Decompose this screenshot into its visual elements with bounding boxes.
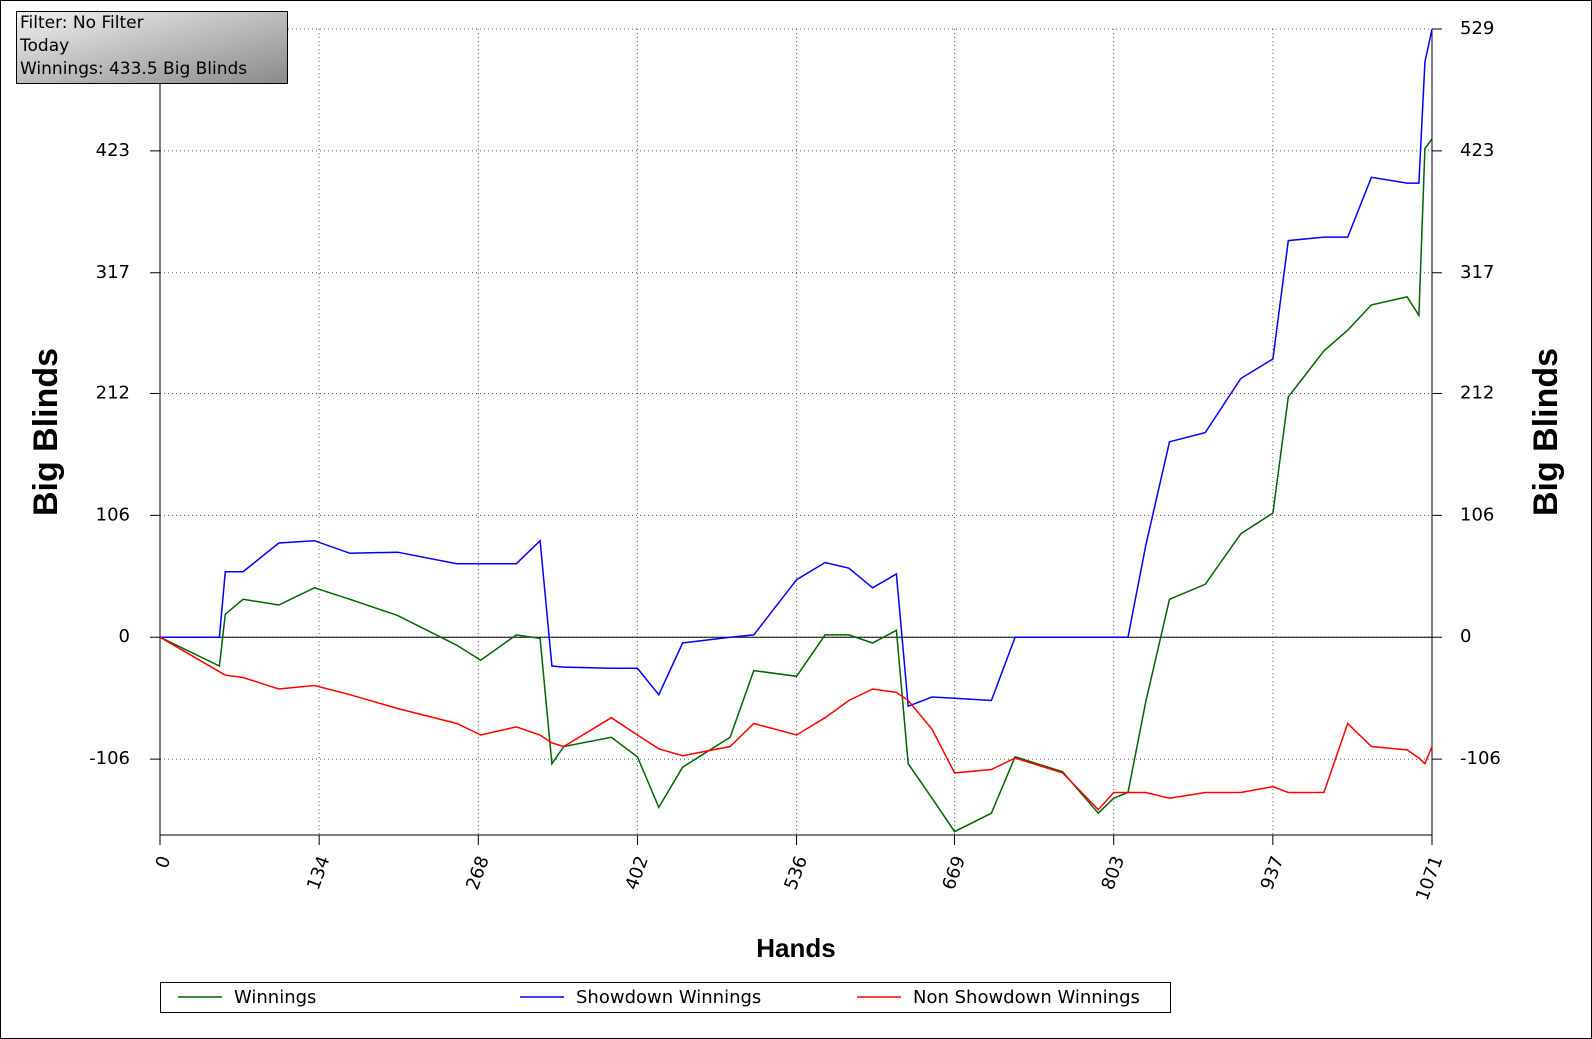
y-tick-label: 106	[96, 504, 130, 525]
y2-tick-label: 0	[1460, 626, 1471, 647]
series-line	[159, 636, 1433, 811]
y-axis-label: Big Blinds	[27, 348, 65, 516]
y-tick-label: 212	[96, 382, 130, 403]
y2-tick-label: 423	[1460, 140, 1494, 161]
legend-label: Winnings	[234, 987, 316, 1008]
x-axis-label: Hands	[756, 933, 835, 963]
series-line	[160, 28, 1433, 708]
info-box	[16, 11, 288, 84]
y2-tick-label: 212	[1460, 382, 1494, 403]
info-text: Winnings: 433.5 Big Blinds	[20, 59, 247, 79]
y-tick-label: -106	[89, 748, 130, 769]
plot-background	[160, 29, 1432, 835]
info-text: Filter: No Filter	[20, 13, 144, 33]
legend-entries: Winnings Showdown Winnings Non Showdown Wi…	[178, 987, 1140, 1008]
y2-tick-label: -106	[1460, 748, 1501, 769]
y-tick-label: 0	[119, 626, 130, 647]
y-tick-label: 317	[96, 262, 130, 283]
info-text: Today	[19, 36, 69, 56]
y2-tick-label: 529	[1460, 18, 1494, 39]
y-tick-label: 423	[96, 140, 130, 161]
y2-tick-label: 317	[1460, 262, 1494, 283]
series-line	[159, 138, 1433, 833]
plot-area: 0 134 268 402 536 669 803 937 1071-1060106212317…	[89, 18, 1501, 903]
legend	[160, 982, 1171, 1013]
legend-label: Non Showdown Winnings	[913, 987, 1140, 1008]
y2-tick-label: 106	[1460, 504, 1494, 525]
y2-axis-label: Big Blinds	[1527, 348, 1565, 516]
legend-label: Showdown Winnings	[576, 987, 761, 1008]
